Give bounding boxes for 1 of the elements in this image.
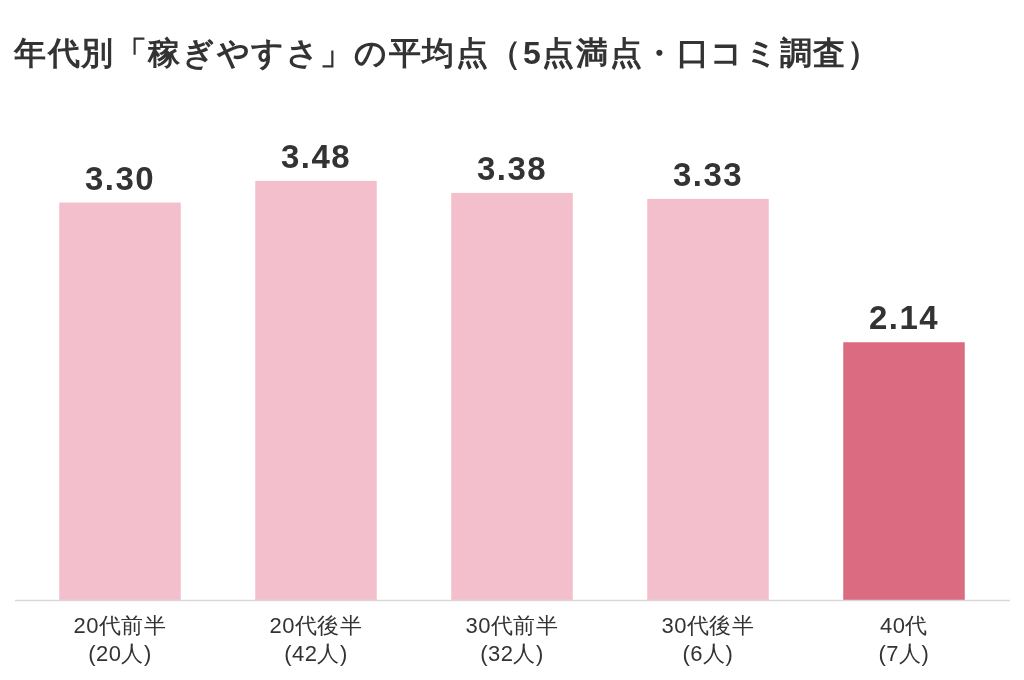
title: 年代別「稼ぎやすさ」の平均点（5点満点・口コミ調査） — [14, 35, 881, 71]
